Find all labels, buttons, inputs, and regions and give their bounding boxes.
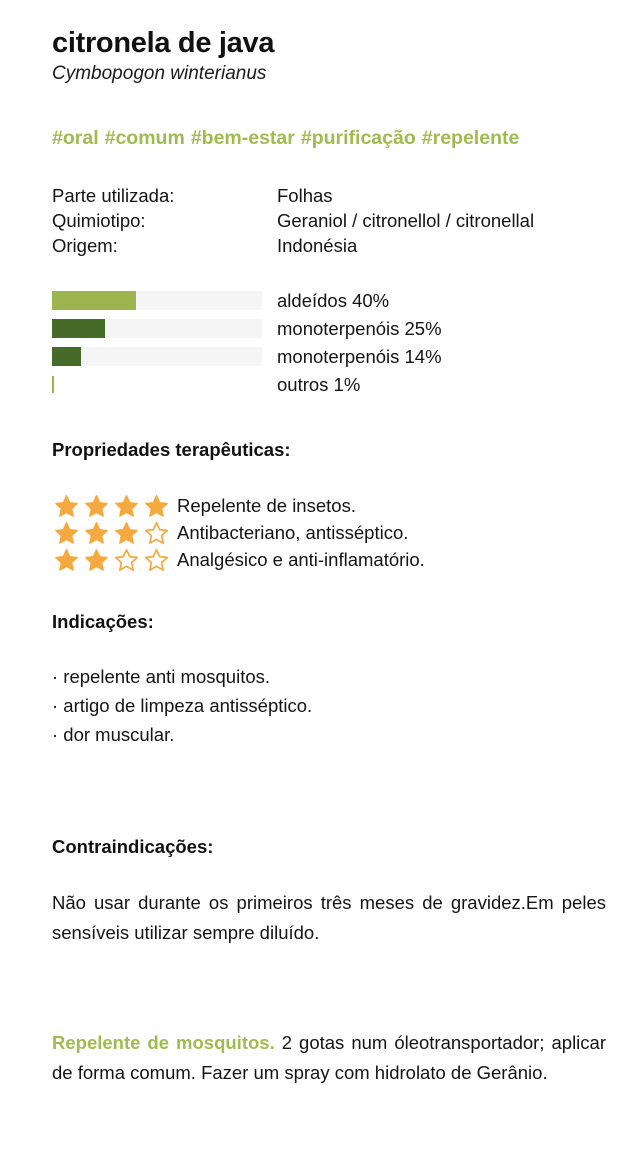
info-row: Origem: Indonésia <box>52 233 612 258</box>
info-row: Quimiotipo: Geraniol / citronellol / cit… <box>52 208 612 233</box>
property-label: Analgésico e anti-inflamatório. <box>177 548 425 570</box>
bar-track <box>52 375 262 394</box>
star-empty-icon <box>112 548 141 572</box>
property-row: Analgésico e anti-inflamatório. <box>52 546 612 573</box>
tag-item[interactable]: #comum <box>104 127 185 149</box>
bar-row: aldeídos 40% <box>52 290 612 319</box>
usage-text: Repelente de mosquitos. 2 gotas num óleo… <box>52 1028 606 1088</box>
section-heading-properties: Propriedades terapêuticas: <box>52 439 291 460</box>
list-item: · dor muscular. <box>52 724 175 745</box>
tag-item[interactable]: #oral <box>52 127 99 149</box>
info-table: Parte utilizada: Folhas Quimiotipo: Gera… <box>52 183 612 258</box>
bar-fill <box>52 319 105 338</box>
info-row: Parte utilizada: Folhas <box>52 183 612 208</box>
bar-row: monoterpenóis 25% <box>52 318 612 347</box>
star-filled-icon <box>52 548 81 572</box>
star-empty-icon <box>142 548 171 572</box>
star-rating <box>52 548 177 572</box>
bar-track <box>52 319 262 338</box>
bar-fill <box>52 376 55 393</box>
contraindications-body: Não usar durante os primeiros três meses… <box>52 892 606 943</box>
bar-track <box>52 347 262 366</box>
tag-list: #oral #comum #bem-estar #purificação #repele… <box>52 126 612 150</box>
section-heading-contraindications: Contraindicações: <box>52 836 214 857</box>
tag-item[interactable]: #bem-estar <box>190 127 295 149</box>
bar-label: outros 1% <box>277 374 361 395</box>
info-label: Origem: <box>52 235 118 256</box>
bar-label: monoterpenóis 25% <box>277 318 442 339</box>
page-title: citronela de java <box>52 27 275 59</box>
star-rating <box>52 494 177 518</box>
bar-label: monoterpenóis 14% <box>277 346 442 367</box>
info-value: Folhas <box>277 185 333 206</box>
card-header: citronela de java Cymbopogon winterianus <box>52 26 606 86</box>
star-filled-icon <box>52 494 81 518</box>
properties-list: Repelente de insetos. Antibacteriano, an… <box>52 492 612 573</box>
tag-item[interactable]: #repelente <box>421 127 520 149</box>
star-filled-icon <box>142 494 171 518</box>
usage-lead: Repelente de mosquitos. <box>52 1032 275 1053</box>
star-rating <box>52 521 177 545</box>
bar-row: monoterpenóis 14% <box>52 346 612 375</box>
property-row: Repelente de insetos. <box>52 492 612 519</box>
botanical-name: Cymbopogon winterianus <box>52 63 267 84</box>
contraindications-text: Não usar durante os primeiros três meses… <box>52 888 606 948</box>
star-filled-icon <box>82 521 111 545</box>
bar-fill <box>52 291 136 310</box>
property-label: Repelente de insetos. <box>177 494 356 516</box>
bar-label: aldeídos 40% <box>277 290 390 311</box>
star-filled-icon <box>82 548 111 572</box>
star-filled-icon <box>82 494 111 518</box>
info-label: Quimiotipo: <box>52 210 146 231</box>
bar-track <box>52 291 262 310</box>
tag-item[interactable]: #purificação <box>300 127 416 149</box>
composition-bar-chart: aldeídos 40% monoterpenóis 25% monoterpe… <box>52 290 612 403</box>
star-empty-icon <box>142 521 171 545</box>
star-filled-icon <box>112 521 141 545</box>
section-heading-indications: Indicações: <box>52 611 154 632</box>
list-item: · repelente anti mosquitos. <box>52 666 271 687</box>
property-label: Antibacteriano, antisséptico. <box>177 521 409 543</box>
star-filled-icon <box>112 494 141 518</box>
bar-row: outros 1% <box>52 374 612 403</box>
info-value: Geraniol / citronellol / citronellal <box>277 210 535 231</box>
bar-fill <box>52 347 82 366</box>
indications-list: · repelente anti mosquitos. · artigo de … <box>52 662 612 749</box>
list-item: · artigo de limpeza antisséptico. <box>52 695 313 716</box>
property-row: Antibacteriano, antisséptico. <box>52 519 612 546</box>
info-value: Indonésia <box>277 235 358 256</box>
usage-body: 2 gotas num óleotransportador; aplicar d… <box>52 1032 606 1083</box>
info-label: Parte utilizada: <box>52 185 175 206</box>
star-filled-icon <box>52 521 81 545</box>
